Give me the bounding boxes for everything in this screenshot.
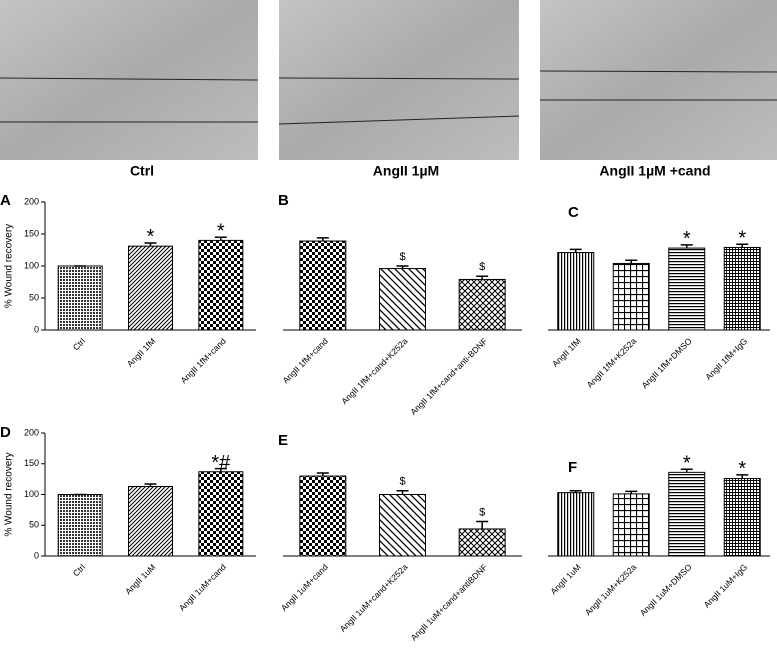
x-tick-label: AngII 1uM [123,562,157,596]
y-axis-label: % Wound recovery [4,224,15,308]
bar [557,492,595,557]
x-tick-label: AngII 1uM+cand+K252a [338,562,410,634]
wound-edge [539,70,777,73]
y-tick-label: 100 [24,489,39,499]
bar [668,471,706,557]
bar [299,475,347,557]
caption: Ctrl [130,163,154,179]
wound-edge [0,77,259,81]
y-axis-label: % Wound recovery [4,452,15,536]
panel-letter: B [278,192,289,209]
error-bar [214,467,227,472]
panel-letter: D [0,424,11,441]
annotation: *# [211,452,231,474]
x-tick-label: AngII 1uM [548,562,582,596]
x-tick-label: AngII 1fM+cand [280,336,330,386]
error-bar [316,237,329,242]
annotation: $ [399,476,405,488]
x-tick-label: AngII 1fM+cand+anti-BDNF [408,336,489,417]
bar [198,239,244,331]
annotation: * [738,458,746,480]
annotation: $ [479,261,485,273]
annotation: * [683,453,691,475]
error-bar [625,490,638,494]
error-bar [144,483,157,487]
error-bar [476,520,489,529]
error-bar [625,259,638,264]
wound-edge [278,115,520,125]
annotation: $ [479,506,485,518]
panel-letter: E [278,432,288,449]
x-tick-label: Ctrl [71,336,87,352]
y-tick-label: 150 [24,228,39,238]
micrograph [540,0,777,160]
y-tick-label: 100 [24,260,39,270]
x-tick-label: Ctrl [71,562,87,578]
micrographs: Ctrl AngII 1µM AngII 1µM +cand [0,0,777,179]
bar [723,478,761,557]
error-bar [316,472,329,477]
error-bar [476,275,489,280]
y-tick-label: 0 [34,550,39,560]
bar [128,245,173,331]
x-tick-label: AngII 1fM+IgG [703,336,749,382]
bar [57,265,103,331]
bar [557,252,595,331]
x-tick-label: AngII 1uM+cand+antiBDNF [409,562,490,643]
panel-letter: A [0,192,11,209]
wound-edge [278,77,520,80]
bar [57,494,103,557]
bar [612,262,650,331]
bar [198,471,244,557]
bar [723,246,761,331]
error-bar [680,244,693,249]
y-tick-label: 50 [29,292,39,302]
bar [668,247,706,331]
bar [379,494,426,557]
y-tick-label: 50 [29,520,39,530]
micrograph [279,0,519,160]
annotation: $ [399,251,405,263]
bar [299,240,347,331]
bar [128,486,173,557]
bar [458,278,506,331]
bar [379,268,426,331]
x-tick-label: AngII 1fM+cand+K252a [339,336,409,406]
error-bar [396,490,409,495]
error-bar [144,242,157,247]
annotation: * [147,226,155,248]
x-tick-label: AngII 1uM+IgG [702,562,750,610]
x-tick-label: AngII 1uM+cand [279,562,330,613]
error-bar [569,248,582,253]
bar [458,528,506,557]
x-tick-label: AngII 1fM+cand [178,336,228,386]
error-bar [214,236,227,241]
caption: AngII 1µM +cand [599,163,710,179]
error-bar [736,243,749,248]
y-tick-label: 0 [34,324,39,334]
bar [612,493,650,557]
error-bar [396,265,409,269]
x-tick-label: AngII 1uM+cand [177,562,228,613]
y-tick-label: 200 [24,427,39,437]
error-bar [569,490,582,493]
x-tick-label: AngII 1fM+K252a [585,336,639,390]
x-tick-label: AngII 1fM [125,336,158,369]
annotation: * [738,228,746,250]
panel-letter: C [568,204,579,221]
y-tick-label: 200 [24,196,39,206]
panel-letter: F [568,459,577,476]
error-bar [736,474,749,479]
x-tick-label: AngII 1fM [550,336,583,369]
x-tick-label: AngII 1fM+DMSO [639,336,694,391]
caption: AngII 1µM [373,163,439,179]
x-tick-label: AngII 1uM+K252a [583,562,639,618]
y-tick-label: 150 [24,458,39,468]
x-tick-label: AngII 1uM+DMSO [638,562,694,618]
annotation: * [683,228,691,250]
annotation: * [217,220,225,242]
error-bar [680,468,693,473]
